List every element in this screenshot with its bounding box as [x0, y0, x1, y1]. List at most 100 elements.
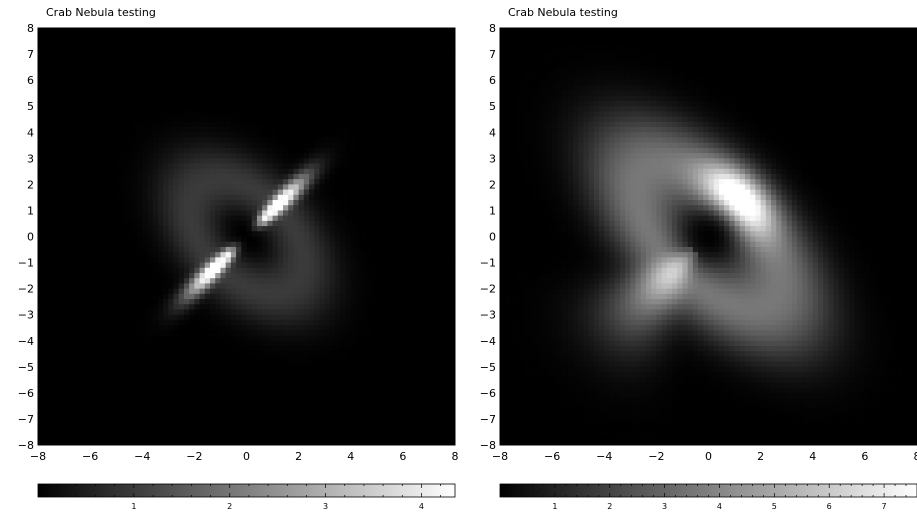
heatmap-cell: [340, 330, 346, 336]
heatmap-cell: [58, 226, 65, 232]
heatmap-cell: [199, 137, 206, 144]
heatmap-cell: [126, 226, 133, 232]
heatmap-cell: [142, 272, 148, 279]
heatmap-cell: [246, 33, 253, 39]
heatmap-cell: [189, 38, 195, 45]
heatmap-cell: [251, 429, 258, 435]
heatmap-cell: [69, 163, 75, 170]
heatmap-cell: [147, 64, 154, 71]
heatmap-cell: [314, 398, 320, 404]
heatmap-cell: [324, 319, 331, 326]
heatmap-cell: [350, 366, 357, 373]
heatmap-cell: [95, 293, 101, 300]
heatmap-cell: [272, 319, 279, 326]
heatmap-cell: [100, 257, 107, 263]
heatmap-cell: [168, 345, 174, 352]
heatmap-cell: [215, 377, 221, 383]
heatmap-cell: [324, 231, 331, 237]
heatmap-cell: [324, 241, 331, 248]
heatmap-cell: [293, 69, 300, 76]
heatmap-cell: [173, 38, 180, 45]
heatmap-cell: [189, 246, 195, 253]
heatmap-cell: [210, 366, 216, 373]
heatmap-cell: [340, 38, 346, 45]
heatmap-cell: [345, 111, 352, 118]
heatmap-cell: [314, 95, 320, 102]
heatmap-cell: [79, 439, 86, 446]
heatmap-cell: [178, 153, 185, 159]
heatmap-cell: [303, 413, 310, 420]
heatmap-cell: [126, 194, 133, 201]
heatmap-cell: [246, 387, 253, 394]
heatmap-cell: [355, 80, 362, 86]
heatmap-cell: [236, 340, 242, 347]
heatmap-cell: [220, 127, 227, 133]
heatmap-cell: [350, 272, 357, 279]
heatmap-cell: [69, 267, 75, 274]
heatmap-cell: [277, 314, 284, 321]
heatmap-cell: [131, 137, 138, 144]
heatmap-cell: [137, 236, 143, 243]
heatmap-cell: [225, 408, 232, 415]
heatmap-cell: [361, 69, 367, 76]
heatmap-cell: [361, 153, 367, 159]
heatmap-cell: [256, 173, 263, 180]
heatmap-cell: [168, 304, 174, 310]
heatmap-cell: [110, 382, 117, 389]
heatmap-cell: [246, 153, 253, 159]
heatmap-cell: [210, 413, 216, 420]
heatmap-cell: [168, 387, 174, 394]
heatmap-cell: [38, 356, 44, 362]
heatmap-cell: [121, 262, 128, 269]
heatmap-cell: [267, 299, 273, 305]
heatmap-cell: [173, 226, 180, 232]
heatmap-cell: [105, 257, 112, 263]
heatmap-cell: [277, 231, 284, 237]
heatmap-cell: [90, 356, 96, 362]
heatmap-cell: [126, 85, 133, 91]
heatmap-cell: [293, 80, 300, 86]
heatmap-cell: [173, 424, 180, 430]
heatmap-cell: [267, 325, 273, 331]
heatmap-cell: [210, 267, 216, 274]
heatmap-cell: [79, 408, 86, 415]
heatmap-cell: [152, 142, 159, 149]
heatmap-cell: [220, 424, 227, 430]
heatmap-cell: [43, 262, 49, 269]
heatmap-cell: [225, 184, 232, 190]
heatmap-cell: [84, 330, 91, 336]
heatmap-cell: [178, 95, 185, 102]
heatmap-cell: [121, 252, 128, 258]
heatmap-cell: [256, 74, 263, 81]
heatmap-cell: [298, 288, 305, 295]
heatmap-cell: [168, 361, 174, 368]
heatmap-cell: [215, 38, 221, 45]
heatmap-cell: [84, 215, 91, 222]
heatmap-cell: [116, 59, 122, 65]
heatmap-cell: [173, 33, 180, 39]
heatmap-cell: [329, 351, 336, 357]
heatmap-cell: [329, 173, 336, 180]
heatmap-cell: [84, 278, 91, 284]
heatmap-cell: [147, 153, 154, 159]
heatmap-cell: [194, 226, 200, 232]
heatmap-cell: [43, 403, 49, 409]
heatmap-cell: [314, 283, 320, 290]
chart-title-left: Crab Nebula testing: [46, 6, 156, 19]
heatmap-cell: [53, 241, 60, 248]
heatmap-cell: [137, 319, 143, 326]
heatmap-cell: [340, 439, 346, 446]
heatmap-cell: [230, 424, 237, 430]
heatmap-cell: [225, 189, 232, 196]
heatmap-cell: [272, 127, 279, 133]
heatmap-cell: [303, 288, 310, 295]
heatmap-cell: [282, 90, 289, 97]
heatmap-cell: [43, 173, 49, 180]
heatmap-cell: [168, 69, 174, 76]
heatmap-cell: [64, 246, 70, 253]
heatmap-cell: [288, 252, 294, 258]
heatmap-cell: [173, 293, 180, 300]
heatmap-cell: [210, 392, 216, 399]
heatmap-cell: [251, 439, 258, 446]
heatmap-cell: [189, 215, 195, 222]
